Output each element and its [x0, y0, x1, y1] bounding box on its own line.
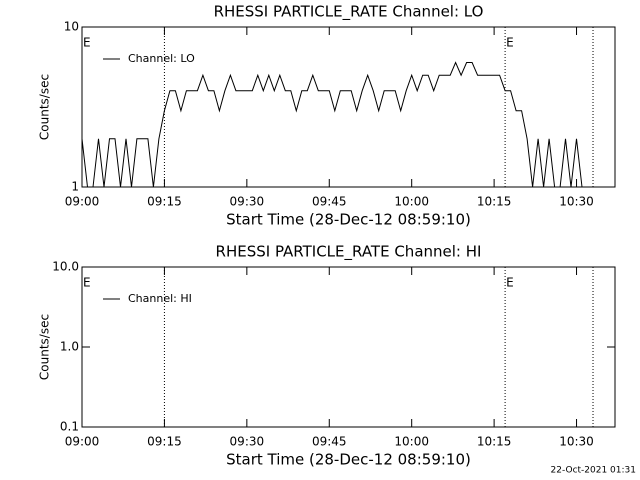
x-tick-label: 10:30	[559, 435, 594, 449]
y-axis-label: Counts/sec	[38, 74, 52, 140]
chart-title: RHESSI PARTICLE_RATE Channel: HI	[216, 243, 482, 262]
data-line	[81, 61, 583, 188]
annotation: E	[506, 276, 514, 290]
x-axis-label: Start Time (28-Dec-12 08:59:10)	[226, 451, 471, 469]
annotation: E	[83, 276, 91, 290]
x-tick-label: 10:00	[394, 195, 429, 209]
y-tick-label: 0.1	[60, 420, 79, 434]
y-tick-label: 10	[64, 20, 79, 34]
legend-label: Channel: LO	[128, 52, 195, 65]
x-tick-label: 09:15	[147, 195, 182, 209]
legend-label: Channel: HI	[128, 292, 192, 305]
y-tick-label: 1	[71, 180, 79, 194]
x-tick-label: 09:15	[147, 435, 182, 449]
x-tick-label: 10:30	[559, 195, 594, 209]
x-tick-label: 09:30	[230, 195, 265, 209]
x-tick-label: 10:15	[477, 435, 512, 449]
x-tick-label: 10:15	[477, 195, 512, 209]
plot-frame	[81, 266, 616, 428]
x-tick-label: 09:45	[312, 435, 347, 449]
x-tick-label: 09:00	[65, 435, 100, 449]
x-tick-label: 09:45	[312, 195, 347, 209]
y-axis-label: Counts/sec	[38, 314, 52, 380]
x-tick-label: 10:00	[394, 435, 429, 449]
x-axis-label: Start Time (28-Dec-12 08:59:10)	[226, 211, 471, 229]
y-tick-label: 1.0	[60, 340, 79, 354]
x-tick-label: 09:00	[65, 195, 100, 209]
annotation: E	[506, 36, 514, 50]
footer: 22-Oct-2021 01:31	[551, 466, 636, 476]
annotation: E	[83, 36, 91, 50]
chart-title: RHESSI PARTICLE_RATE Channel: LO	[214, 3, 484, 22]
plot-frame	[81, 26, 616, 188]
x-tick-label: 09:30	[230, 435, 265, 449]
y-tick-label: 10.0	[52, 260, 79, 274]
